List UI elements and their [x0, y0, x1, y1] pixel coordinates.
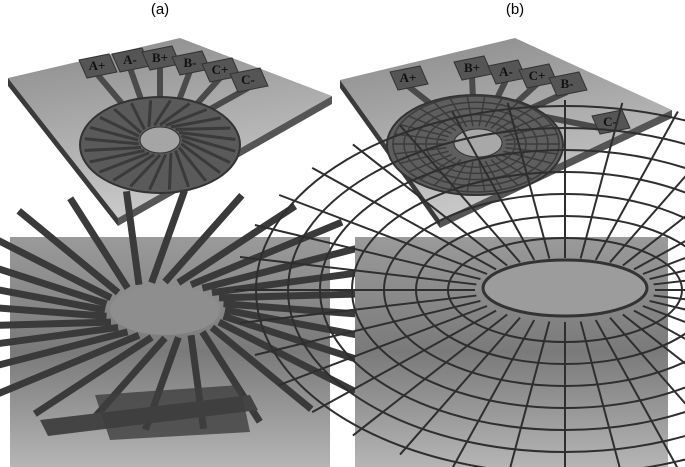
pad-label: B- [184, 55, 197, 70]
panel-label: (a) [151, 1, 169, 18]
pad-label: A+ [400, 70, 417, 85]
panel-label: (b) [506, 1, 524, 18]
coil-segment [169, 153, 171, 190]
pad-label: A- [123, 52, 137, 67]
pad-label: C+ [212, 62, 229, 77]
pad-label: B- [561, 76, 574, 91]
pad-label: B+ [152, 50, 168, 65]
coil-segment [176, 128, 231, 129]
coil-hole [110, 285, 220, 335]
pad-label: C+ [529, 68, 546, 83]
device-a: A+ A- B+ B- C+ C- [8, 38, 332, 226]
coil-segment [149, 100, 151, 127]
pad-label: C- [603, 114, 617, 129]
pad-label: A- [499, 64, 513, 79]
pad-label: A+ [89, 58, 106, 73]
pad-label: C- [241, 72, 255, 87]
pad-label: B+ [464, 60, 480, 75]
figure: (a) (b) A+ A- B+ B- C+ C- A+ B+ A- C+ B- C- [0, 0, 685, 467]
